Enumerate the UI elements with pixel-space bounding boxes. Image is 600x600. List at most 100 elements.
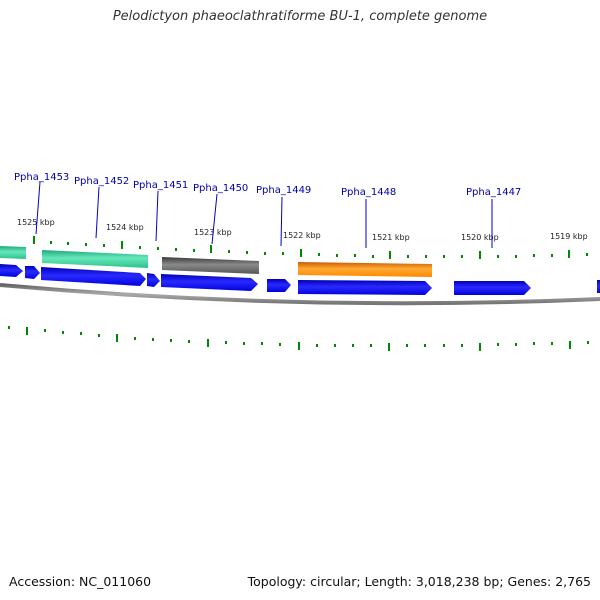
tick xyxy=(479,343,481,351)
gene-label[interactable]: Ppha_1449 xyxy=(256,185,311,196)
tick xyxy=(425,255,427,258)
tick xyxy=(67,242,69,245)
tick xyxy=(264,252,266,255)
tick xyxy=(300,249,302,257)
tick xyxy=(316,344,318,347)
genome-backbone xyxy=(0,283,600,306)
tick xyxy=(225,341,227,344)
gene-label[interactable]: Ppha_1450 xyxy=(193,183,248,194)
tick xyxy=(497,255,499,258)
tick xyxy=(139,246,141,249)
gene-label[interactable]: Ppha_1453 xyxy=(14,172,69,183)
tick xyxy=(551,254,553,257)
feature-teal xyxy=(42,250,148,268)
tick xyxy=(389,251,391,259)
tick xyxy=(407,255,409,258)
inner-tick-marks xyxy=(8,326,589,351)
cds-arrow xyxy=(454,281,531,295)
tick xyxy=(406,344,408,347)
tick xyxy=(370,344,372,347)
feature-teal-left xyxy=(0,246,26,259)
tick xyxy=(298,342,300,350)
kbp-label: 1524 kbp xyxy=(106,223,144,232)
kbp-label: 1521 kbp xyxy=(372,233,410,242)
gene-label[interactable]: Ppha_1447 xyxy=(466,187,521,198)
cds-arrow xyxy=(25,266,40,279)
tick xyxy=(388,343,390,351)
tick xyxy=(210,245,212,253)
tick xyxy=(62,331,64,334)
tick xyxy=(103,244,105,247)
cds-arrow xyxy=(267,279,291,292)
tick xyxy=(8,326,10,329)
tick xyxy=(443,344,445,347)
feature-gray xyxy=(162,257,259,274)
map-title: Pelodictyon phaeoclathratiforme BU-1, co… xyxy=(112,9,488,24)
leader-line xyxy=(35,181,41,235)
tick xyxy=(479,251,481,259)
cds-arrow xyxy=(298,280,432,295)
cds-arrow xyxy=(41,267,146,286)
tick xyxy=(188,340,190,343)
tick xyxy=(175,248,177,251)
cds-arrow xyxy=(161,274,258,291)
tick xyxy=(207,339,209,347)
tick xyxy=(85,243,87,246)
tick xyxy=(551,342,553,345)
tick xyxy=(44,329,46,332)
gene-label[interactable]: Ppha_1451 xyxy=(133,180,188,191)
kbp-label: 1525 kbp xyxy=(17,218,55,227)
tick xyxy=(261,342,263,345)
tick xyxy=(33,236,35,244)
cds-track xyxy=(0,264,600,295)
tick xyxy=(228,250,230,253)
feature-orange xyxy=(298,262,432,277)
gene-label[interactable]: Ppha_1448 xyxy=(341,187,396,198)
leader-line xyxy=(95,186,100,239)
tick xyxy=(193,249,195,252)
tick xyxy=(246,251,248,254)
kbp-label: 1519 kbp xyxy=(550,232,588,241)
tick xyxy=(569,341,571,349)
tick xyxy=(515,343,517,346)
cds-arrow xyxy=(597,280,600,293)
kbp-label: 1520 kbp xyxy=(461,233,499,242)
tick xyxy=(170,339,172,342)
leader-line xyxy=(211,193,218,245)
tick xyxy=(354,254,356,257)
tick xyxy=(336,254,338,257)
tick xyxy=(134,337,136,340)
tick xyxy=(121,241,123,249)
tick xyxy=(461,344,463,347)
leader-line xyxy=(280,196,283,247)
tick xyxy=(157,247,159,250)
tick xyxy=(279,343,281,346)
tick xyxy=(352,344,354,347)
tick xyxy=(587,341,589,344)
tick xyxy=(318,253,320,256)
feature-track xyxy=(0,246,432,277)
accession-text: Accession: NC_011060 xyxy=(9,574,152,589)
cds-arrow xyxy=(0,264,23,277)
gene-label[interactable]: Ppha_1452 xyxy=(74,176,129,187)
tick xyxy=(586,253,588,256)
tick xyxy=(116,334,118,342)
tick xyxy=(152,338,154,341)
tick xyxy=(533,342,535,345)
tick xyxy=(424,344,426,347)
tick xyxy=(98,334,100,337)
tick xyxy=(443,255,445,258)
tick xyxy=(533,254,535,257)
tick xyxy=(461,255,463,258)
kbp-labels: 1525 kbp 1524 kbp 1523 kbp 1522 kbp 1521… xyxy=(17,218,588,242)
tick xyxy=(282,252,284,255)
leader-line xyxy=(155,190,159,242)
kbp-label: 1522 kbp xyxy=(283,231,321,240)
tick xyxy=(50,241,52,244)
tick xyxy=(568,250,570,258)
tick xyxy=(334,344,336,347)
genome-summary-text: Topology: circular; Length: 3,018,238 bp… xyxy=(247,574,591,589)
cds-arrow xyxy=(147,273,160,287)
gene-labels: Ppha_1453 Ppha_1452 Ppha_1451 Ppha_1450 … xyxy=(14,172,521,248)
